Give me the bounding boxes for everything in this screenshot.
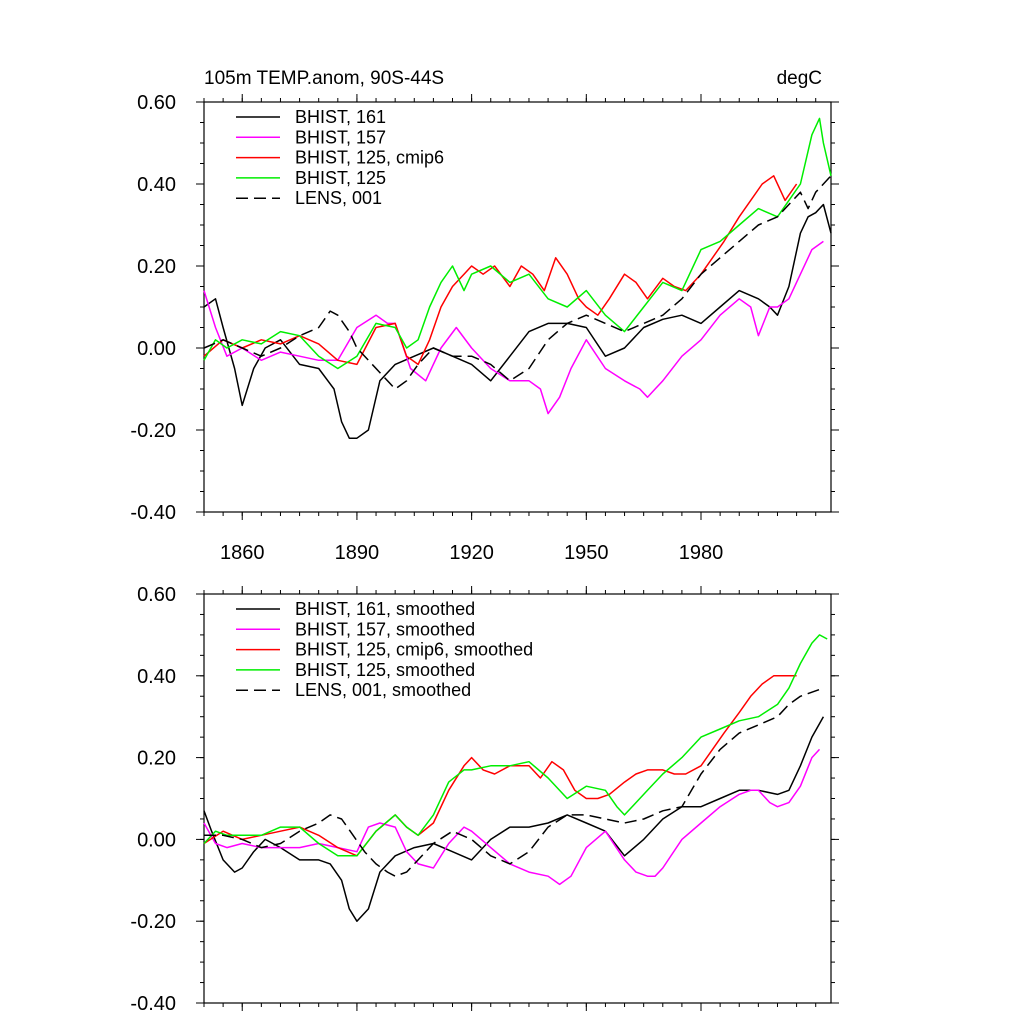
y-tick-label: -0.20 [130, 911, 176, 933]
x-tick-label: 1950 [564, 542, 609, 564]
legend-label: LENS, 001 [295, 188, 382, 208]
series-line-5 [204, 687, 824, 877]
y-tick-label: 0.40 [137, 666, 176, 688]
series-line-2 [203, 240, 824, 415]
x-tick-label: 1890 [335, 542, 380, 564]
series-line-3 [203, 175, 798, 366]
series-line-1 [203, 203, 832, 439]
bottom-panel: -0.40 -0.20 0.00 0.20 0.40 0.60 BHIST, 161, s… [130, 584, 839, 1015]
y-tick-label: 0.60 [137, 584, 176, 606]
series-line-2 [203, 748, 821, 886]
top-axes: -0.40 -0.20 0.00 0.20 0.40 0.60 1860 1890 1920 19… [130, 92, 839, 564]
legend-label: BHIST, 157, smoothed [295, 619, 475, 639]
x-tick-label: 1980 [679, 542, 724, 564]
y-tick-label: 0.60 [137, 92, 176, 114]
y-tick-label: 0.00 [137, 829, 176, 851]
y-tick-label: -0.20 [130, 420, 176, 442]
y-tick-label: 0.40 [137, 174, 176, 196]
x-tick-label: 1920 [449, 542, 494, 564]
x-tick-label: 1860 [220, 542, 265, 564]
y-tick-label: 0.20 [137, 748, 176, 770]
top-series-group [203, 117, 832, 439]
chart-title: 105m TEMP.anom, 90S-44S [204, 68, 444, 89]
legend-label: BHIST, 125, cmip6 [295, 148, 444, 168]
y-tick-label: 0.20 [137, 256, 176, 278]
y-tick-label: -0.40 [130, 502, 176, 524]
legend-label: BHIST, 125 [295, 168, 386, 188]
legend-label: LENS, 001, smoothed [295, 680, 471, 700]
bottom-axes: -0.40 -0.20 0.00 0.20 0.40 0.60 [130, 584, 839, 1015]
series-line-3 [203, 675, 797, 857]
y-tick-label: -0.40 [130, 993, 176, 1015]
top-panel: 105m TEMP.anom, 90S-44S degC -0.40 -0.20 0… [130, 68, 839, 564]
bottom-series-group [203, 634, 828, 922]
legend-label: BHIST, 161 [295, 107, 386, 127]
units-label: degC [777, 68, 822, 89]
series-line-4 [203, 634, 828, 857]
series-line-4 [203, 117, 832, 370]
legend-label: BHIST, 125, cmip6, smoothed [295, 640, 533, 660]
legend-label: BHIST, 161, smoothed [295, 599, 475, 619]
y-tick-label: 0.00 [137, 338, 176, 360]
legend-label: BHIST, 157 [295, 127, 386, 147]
legend-label: BHIST, 125, smoothed [295, 660, 475, 680]
